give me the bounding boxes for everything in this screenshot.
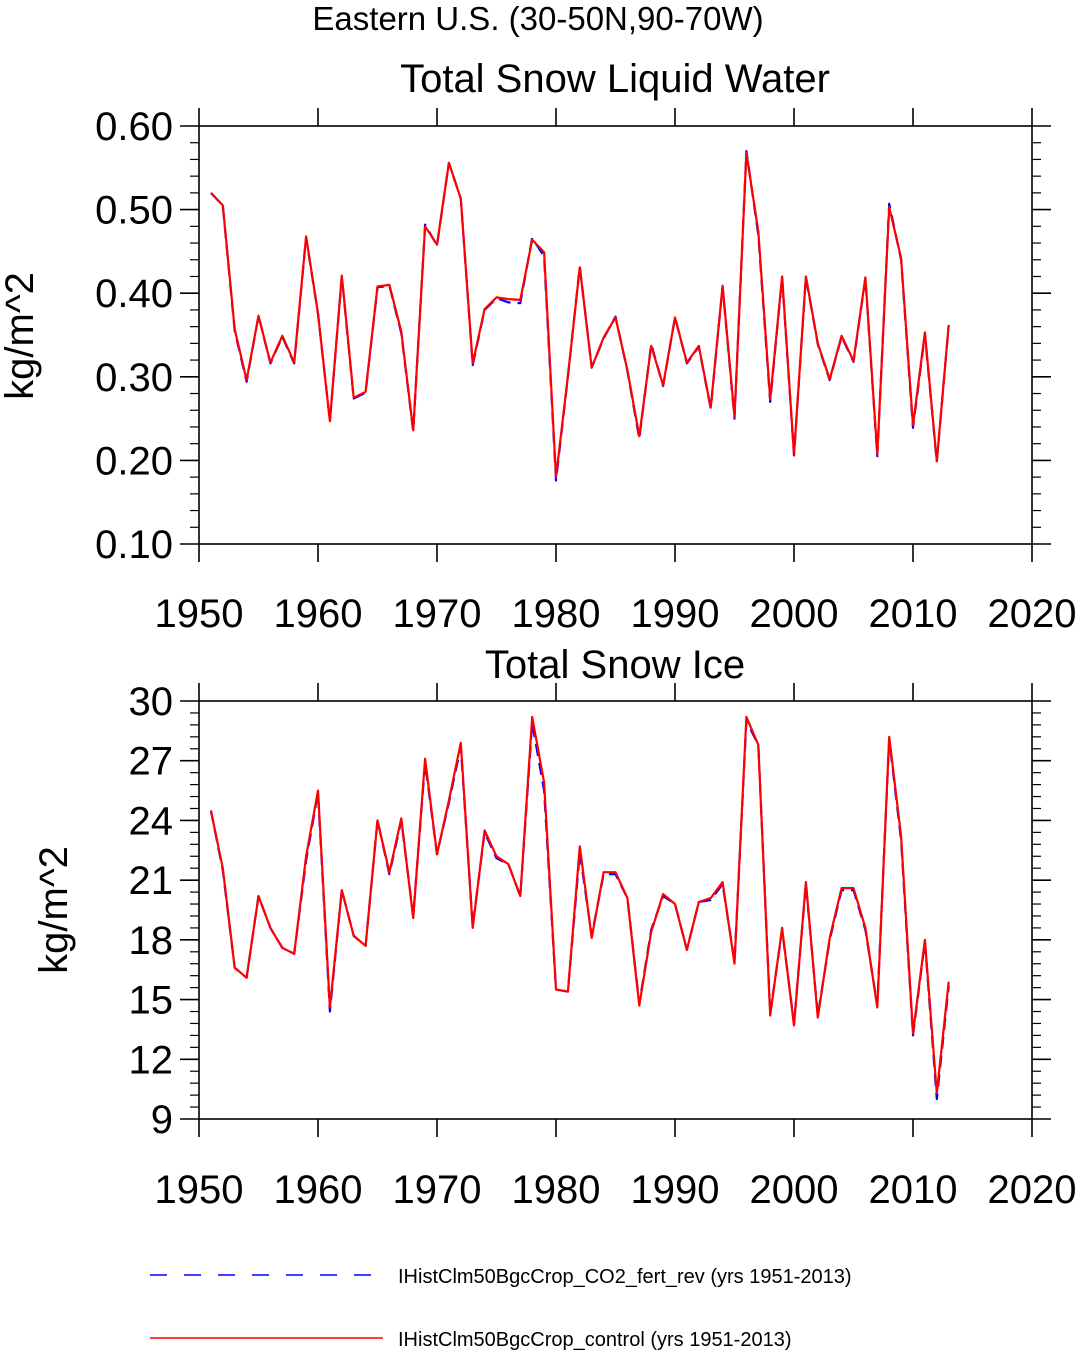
series-line-co2-fert-rev: [209, 719, 950, 1101]
y-tick-label: 0.30: [95, 356, 173, 400]
y-tick-label: 0.60: [95, 105, 173, 149]
y-tick-label: 30: [129, 680, 174, 724]
legend: IHistClm50BgcCrop_CO2_fert_rev (yrs 1951…: [150, 1266, 852, 1351]
x-tick-label: 1950: [155, 1168, 244, 1212]
x-tick-label: 1980: [512, 1168, 601, 1212]
y-tick-label: 0.20: [95, 439, 173, 483]
y-tick-label: 24: [129, 799, 174, 843]
x-tick-label: 2010: [869, 592, 958, 636]
x-tick-label: 1950: [155, 592, 244, 636]
x-tick-label: 1960: [274, 1168, 363, 1212]
plot-area: 1950 1960 1970 1980 1990 2000 2010 2020 0.10 0.20…: [95, 105, 1076, 636]
legend-label-co2-fert-rev: IHistClm50BgcCrop_CO2_fert_rev (yrs 1951…: [398, 1266, 852, 1288]
chart-title: Total Snow Ice: [485, 643, 745, 687]
y-tick-label: 9: [151, 1098, 173, 1142]
x-tick-label: 1970: [393, 1168, 482, 1212]
panel-snow-ice: Total Snow Ice kg/m^2 1950 1960 1970 1980 19…: [32, 643, 1076, 1212]
plot-frame: [198, 125, 1033, 545]
y-tick-label: 0.40: [95, 272, 173, 316]
x-tick-label: 2020: [988, 592, 1077, 636]
legend-label-control: IHistClm50BgcCrop_control (yrs 1951-2013…: [398, 1329, 792, 1351]
y-tick-label: 0.50: [95, 189, 173, 233]
y-axis-label: kg/m^2: [32, 846, 76, 974]
y-tick-label: 18: [129, 919, 174, 963]
chart-title: Total Snow Liquid Water: [400, 57, 830, 101]
panel-snow-liquid-water: Total Snow Liquid Water kg/m^2 1950 1960 1…: [0, 57, 1076, 636]
figure-suptitle: Eastern U.S. (30-50N,90-70W): [312, 0, 763, 37]
y-tick-label: 15: [129, 979, 174, 1023]
x-tick-label: 1960: [274, 592, 363, 636]
plot-area: 1950 1960 1970 1980 1990 2000 2010 2020 9 12 15 18 2…: [129, 680, 1077, 1212]
x-tick-label: 1970: [393, 592, 482, 636]
x-tick-label: 2010: [869, 1168, 958, 1212]
x-tick-label: 1990: [631, 1168, 720, 1212]
y-tick-label: 27: [129, 740, 174, 784]
y-tick-label: 0.10: [95, 523, 173, 567]
y-tick-label: 12: [129, 1038, 174, 1082]
series-line-control: [209, 715, 950, 1095]
plot-frame: [198, 700, 1033, 1120]
x-tick-label: 2000: [750, 592, 839, 636]
x-tick-label: 1990: [631, 592, 720, 636]
x-tick-label: 1980: [512, 592, 601, 636]
y-axis-label: kg/m^2: [0, 272, 42, 400]
series-line-control: [210, 151, 950, 479]
x-tick-label: 2020: [988, 1168, 1077, 1212]
x-tick-label: 2000: [750, 1168, 839, 1212]
series-line-co2-fert-rev: [210, 150, 950, 482]
y-tick-label: 21: [129, 859, 174, 903]
